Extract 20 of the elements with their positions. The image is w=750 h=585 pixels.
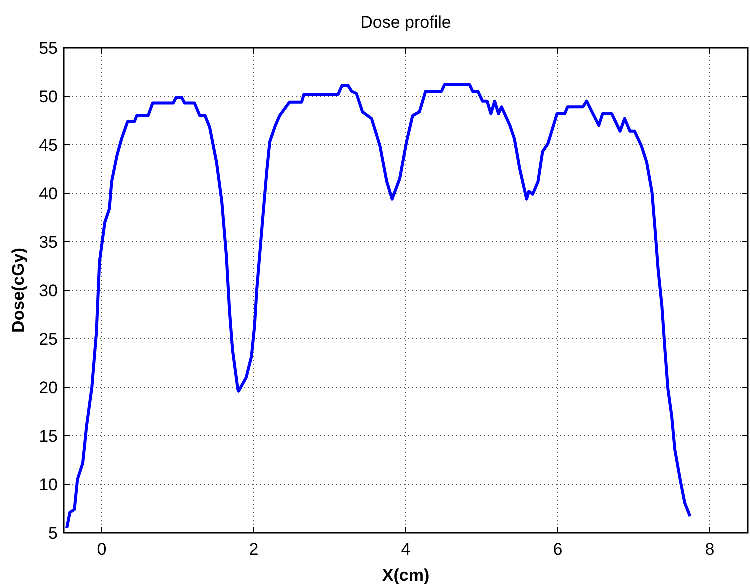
y-tick-label: 10 <box>39 476 58 494</box>
y-tick-label: 20 <box>39 378 58 398</box>
y-tick-label: 50 <box>39 88 58 106</box>
y-tick-label: 35 <box>39 233 58 252</box>
x-tick-label: 8 <box>705 540 715 559</box>
y-tick-label: 45 <box>39 136 58 155</box>
x-tick-label: 2 <box>249 540 259 559</box>
y-tick-label: 30 <box>39 282 58 300</box>
chart-title: Dose profile <box>360 13 452 32</box>
y-tick-label: 15 <box>39 427 58 446</box>
line-series <box>66 83 692 530</box>
y-tick-label: 25 <box>39 330 58 349</box>
y-tick-label: 5 <box>48 524 58 543</box>
x-axis-title: X(cm) <box>382 566 430 585</box>
x-tick-label: 4 <box>401 540 411 559</box>
y-axis-title: Dose(cGy) <box>9 248 28 334</box>
y-tick-label: 55 <box>39 39 58 58</box>
x-tick-label: 6 <box>553 540 563 559</box>
x-tick-label: 0 <box>97 540 107 559</box>
y-tick-label: 40 <box>39 184 58 204</box>
